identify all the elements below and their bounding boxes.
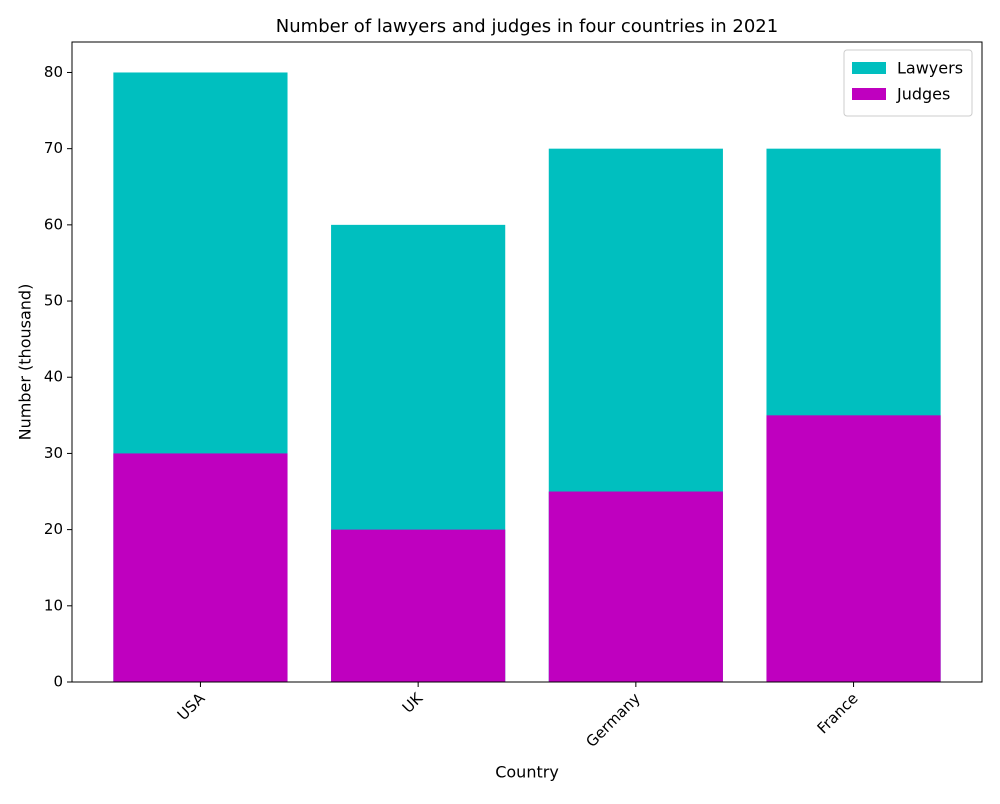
x-tick-label: USA bbox=[174, 689, 209, 724]
y-tick-label: 40 bbox=[44, 368, 63, 386]
bar bbox=[548, 491, 723, 682]
y-tick-label: 20 bbox=[44, 520, 63, 538]
chart-title: Number of lawyers and judges in four cou… bbox=[276, 16, 778, 37]
x-tick-label: Germany bbox=[582, 689, 644, 751]
legend-label: Judges bbox=[896, 85, 950, 104]
plot-frame bbox=[71, 41, 983, 683]
y-tick-label: 0 bbox=[53, 673, 63, 691]
legend-swatch bbox=[852, 88, 886, 100]
bar bbox=[766, 415, 941, 682]
legend-label: Lawyers bbox=[897, 59, 963, 78]
y-tick-label: 50 bbox=[44, 292, 63, 310]
y-tick-label: 10 bbox=[44, 596, 63, 614]
x-tick-label: UK bbox=[399, 688, 427, 716]
y-tick-label: 30 bbox=[44, 444, 63, 462]
y-axis-label: Number (thousand) bbox=[16, 284, 35, 441]
y-tick-label: 70 bbox=[44, 139, 63, 157]
bar bbox=[331, 529, 506, 682]
y-tick-label: 60 bbox=[44, 215, 63, 233]
legend-swatch bbox=[852, 62, 886, 74]
x-axis-label: Country bbox=[495, 763, 559, 782]
y-tick-label: 80 bbox=[44, 63, 63, 81]
x-tick-label: France bbox=[814, 689, 862, 737]
bar bbox=[113, 453, 288, 682]
